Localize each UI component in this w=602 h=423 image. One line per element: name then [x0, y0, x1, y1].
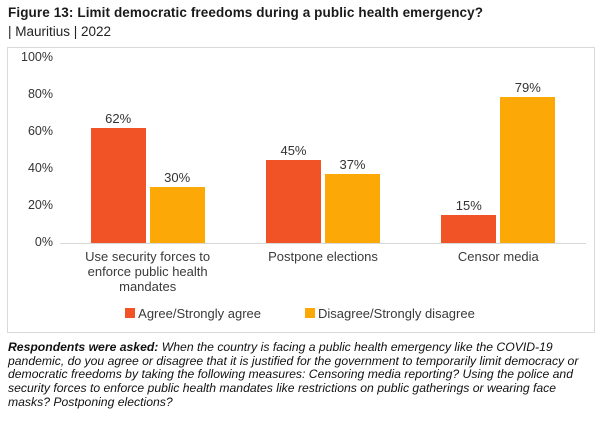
footnote-lead: Respondents were asked: [8, 339, 159, 354]
bar-value-label: 15% [455, 198, 482, 213]
bar-value-label: 30% [164, 170, 191, 186]
bar [324, 174, 380, 243]
y-tick-label: 20% [27, 198, 53, 213]
bar-value-label: 79% [514, 79, 541, 95]
bar-value-label: 37% [339, 157, 366, 173]
bar-with-label: 15% [441, 198, 497, 243]
y-tick-label: 0% [34, 235, 53, 250]
bar-with-label: 30% [149, 170, 205, 243]
bar-chart: 0% 20% 40% 60% 80% 100% 62% 30% 45% 37% 15% 79% Us… [14, 51, 586, 294]
y-axis: 0% 20% 40% 60% 80% 100% [14, 51, 60, 248]
category-label: Censor media [457, 248, 539, 264]
legend-swatch-icon [305, 308, 316, 319]
figure-title: Figure 13: Limit democratic freedoms dur… [8, 5, 484, 20]
bar-value-label: 62% [105, 111, 132, 127]
bar [441, 215, 497, 243]
legend-label: Disagree/Strongly disagree [318, 305, 475, 321]
category-label: Postpone elections [268, 248, 378, 264]
bar [90, 128, 146, 243]
category-label: Use security forces to enforce public he… [85, 248, 211, 294]
y-tick-label: 100% [21, 50, 53, 65]
chart-panel: 0% 20% 40% 60% 80% 100% 62% 30% 45% 37% 15% 79% Us… [7, 46, 595, 333]
y-tick-label: 60% [27, 124, 53, 139]
legend-item: Disagree/Strongly disagree [305, 307, 475, 320]
footnote-body: When the country is facing a public heal… [8, 339, 579, 409]
bar-value-label: 45% [280, 142, 307, 158]
bar-group: 45% 37% [235, 58, 410, 243]
bar-with-label: 79% [500, 79, 556, 243]
legend-label: Agree/Strongly agree [138, 305, 262, 321]
bar-group: 62% 30% [60, 58, 235, 243]
figure: Figure 13: Limit democratic freedoms dur… [7, 5, 595, 409]
legend-swatch-icon [125, 308, 136, 319]
bar-with-label: 37% [324, 157, 380, 243]
footnote: Respondents were asked: When the country… [8, 339, 594, 409]
figure-subtitle: | Mauritius | 2022 [8, 23, 112, 39]
bar-with-label: 45% [265, 142, 321, 243]
plot-area: 62% 30% 45% 37% 15% 79% [60, 58, 586, 244]
plot-body: 62% 30% 45% 37% 15% 79% Use security forces t… [60, 58, 586, 294]
bar-with-label: 62% [90, 111, 146, 243]
bar [500, 96, 556, 243]
bar-group: 15% 79% [411, 58, 586, 243]
y-tick-label: 80% [27, 87, 53, 102]
legend-item: Agree/Strongly agree [125, 307, 261, 320]
legend: Agree/Strongly agree Disagree/Strongly di… [14, 307, 586, 320]
y-tick-label: 40% [27, 161, 53, 176]
bar [265, 159, 321, 243]
bar [149, 187, 205, 243]
x-axis-labels: Use security forces to enforce public he… [60, 244, 586, 294]
